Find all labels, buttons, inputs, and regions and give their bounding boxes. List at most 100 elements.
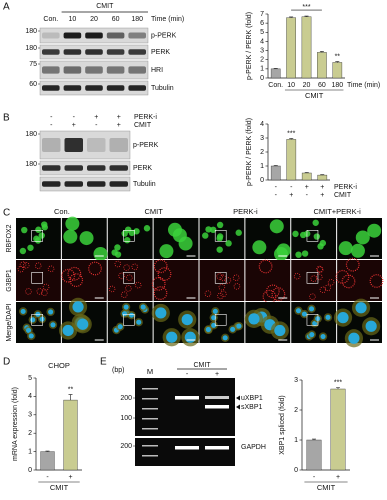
granule — [265, 284, 280, 299]
bar — [332, 62, 343, 79]
nucleus — [35, 226, 42, 233]
blot-band — [42, 85, 60, 91]
bar — [270, 68, 281, 79]
blot-strip — [39, 130, 131, 160]
blot-row-label: Tubulin — [151, 85, 174, 92]
blot-band — [85, 66, 103, 74]
nucleus — [225, 240, 232, 247]
granule — [341, 274, 356, 289]
granule — [327, 279, 335, 286]
y-axis-label: p-PERK / PERK (fold) — [246, 12, 253, 80]
nucleus — [72, 301, 84, 313]
granule — [157, 267, 172, 281]
granule — [34, 262, 42, 269]
blot-band — [128, 32, 146, 39]
nucleus — [21, 226, 28, 234]
nucleus — [123, 304, 129, 310]
error-bar — [312, 438, 316, 440]
x-tick-label: + — [336, 474, 340, 481]
nucleus — [236, 323, 242, 329]
zoom-box — [214, 230, 227, 242]
nucleus — [205, 326, 211, 332]
granule — [224, 277, 232, 284]
blot-band — [128, 49, 146, 55]
granule — [309, 293, 316, 300]
x-row-sign: - — [275, 192, 278, 199]
nucleus — [312, 219, 319, 226]
nucleus — [28, 333, 34, 339]
lane-label: 60 — [112, 16, 120, 23]
condition-name: CMIT — [134, 122, 152, 129]
nucleus — [210, 226, 217, 234]
lane-label: - — [186, 371, 189, 378]
nucleus — [30, 317, 36, 323]
size-marker: 100 — [120, 415, 132, 422]
nucleus — [205, 226, 212, 233]
nucleus — [367, 223, 382, 238]
nucleus — [26, 327, 32, 333]
size-marker: 200 — [120, 395, 132, 402]
granule — [126, 274, 133, 281]
micrograph — [61, 260, 107, 301]
nucleus — [41, 224, 48, 231]
blot-band — [109, 138, 128, 152]
blot-band — [42, 32, 60, 39]
band-label: sXBP1 — [241, 404, 263, 411]
granule — [324, 284, 332, 292]
nucleus — [143, 225, 151, 232]
granule — [335, 269, 350, 284]
error-bar — [45, 450, 50, 452]
blot-row-label: PERK — [133, 165, 152, 172]
granule — [41, 289, 48, 296]
gel-band — [175, 446, 199, 450]
nucleus — [301, 250, 309, 257]
panel-label: B — [3, 113, 10, 124]
granule — [217, 292, 224, 300]
blot-band — [87, 181, 106, 187]
zoom-box — [123, 313, 135, 326]
x-row-sign: + — [320, 192, 324, 199]
x-axis-label: CMIT — [317, 483, 336, 492]
nucleus — [178, 236, 193, 251]
ladder-band — [142, 398, 158, 400]
error-bar — [289, 138, 294, 140]
condition-sign: + — [72, 122, 76, 129]
y-tick-label: 5 — [28, 375, 32, 382]
nucleus — [276, 243, 291, 258]
bar — [286, 139, 297, 181]
error-bar — [319, 51, 324, 53]
nucleus — [128, 312, 135, 318]
y-tick-label: 2 — [28, 430, 32, 437]
column-header: PERK-i — [233, 207, 258, 216]
condition-sign: + — [117, 122, 121, 129]
nucleus — [50, 322, 56, 328]
x-tick-label: 10 — [287, 82, 295, 89]
nucleus — [350, 243, 365, 258]
y-tick-label: 0 — [28, 467, 32, 474]
granule — [153, 286, 168, 300]
nucleus — [337, 312, 349, 324]
y-tick-label: 2 — [294, 407, 298, 414]
x-row-name: CMIT — [334, 192, 352, 199]
gel-band — [205, 446, 229, 450]
blot-band — [63, 49, 82, 55]
nucleus — [230, 326, 236, 332]
condition-sign: + — [117, 114, 121, 121]
zoom-box — [306, 271, 319, 284]
significance: ** — [335, 53, 341, 60]
y-axis-label: p-PERK / PERK (fold) — [246, 118, 253, 186]
nucleus — [117, 324, 123, 330]
x-row-sign: + — [305, 184, 309, 191]
y-axis-label: XBP1 spliced (fold) — [279, 395, 286, 455]
condition-sign: - — [73, 114, 76, 121]
granule — [123, 264, 130, 271]
blot-band — [106, 85, 125, 91]
nucleus — [295, 251, 302, 258]
y-tick-label: 1 — [294, 437, 298, 444]
granule — [316, 266, 324, 273]
bar — [286, 17, 296, 79]
granule — [131, 263, 139, 271]
column-header: CMIT+PERK-i — [313, 207, 361, 216]
blot-row-label: Tubulin — [133, 181, 156, 188]
